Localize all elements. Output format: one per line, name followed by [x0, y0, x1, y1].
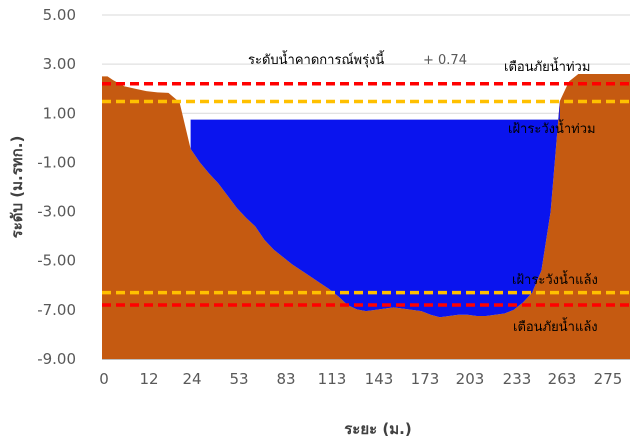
y-tick-label: -1.00: [37, 153, 76, 171]
y-axis-title: ระดับ (ม.รทก.): [8, 136, 26, 239]
x-tick-label: 173: [411, 370, 440, 388]
annotations: ระดับน้ำคาดการณ์พรุ่งนี้ + 0.74 เตือนภัย…: [248, 50, 598, 335]
y-tick-label: -9.00: [37, 350, 76, 368]
x-tick-label: 0: [99, 370, 109, 388]
forecast-value: + 0.74: [423, 53, 467, 68]
flood-watch-label: เฝ้าระวังน้ำท่วม: [508, 119, 596, 137]
x-tick-label: 53: [229, 370, 248, 388]
riverbed-area: [102, 73, 630, 359]
x-tick-label: 113: [318, 370, 347, 388]
y-tick-label: 3.00: [43, 55, 76, 73]
x-tick-label: 83: [276, 370, 295, 388]
x-tick-label: 263: [548, 370, 577, 388]
forecast-label: ระดับน้ำคาดการณ์พรุ่งนี้: [248, 50, 385, 68]
x-tick-label: 12: [139, 370, 158, 388]
plot-areas: [102, 73, 630, 359]
x-tick-labels: 0 12 24 53 83 113 143 173 203 233 263 275: [99, 370, 622, 388]
y-tick-label: -5.00: [37, 252, 76, 270]
water-area: [190, 101, 560, 318]
x-axis-title: ระยะ (ม.): [344, 420, 411, 438]
y-tick-label: 5.00: [43, 6, 76, 24]
y-tick-label: 1.00: [43, 104, 76, 122]
x-tick-label: 203: [456, 370, 485, 388]
x-tick-label: 143: [365, 370, 394, 388]
drought-warning-label: เตือนภัยน้ำแล้ง: [513, 317, 598, 335]
x-tick-label: 233: [503, 370, 532, 388]
reference-lines: [102, 82, 630, 307]
y-tick-labels: 5.00 3.00 1.00 -1.00 -3.00 -5.00 -7.00 -9.00: [37, 6, 76, 368]
x-tick-label: 24: [182, 370, 201, 388]
drought-watch-label: เฝ้าระวังน้ำแล้ง: [512, 270, 598, 288]
y-tick-label: -7.00: [37, 301, 76, 319]
x-tick-label: 275: [594, 370, 623, 388]
flood-warning-label: เตือนภัยน้ำท่วม: [504, 57, 590, 75]
y-tick-label: -3.00: [37, 203, 76, 221]
